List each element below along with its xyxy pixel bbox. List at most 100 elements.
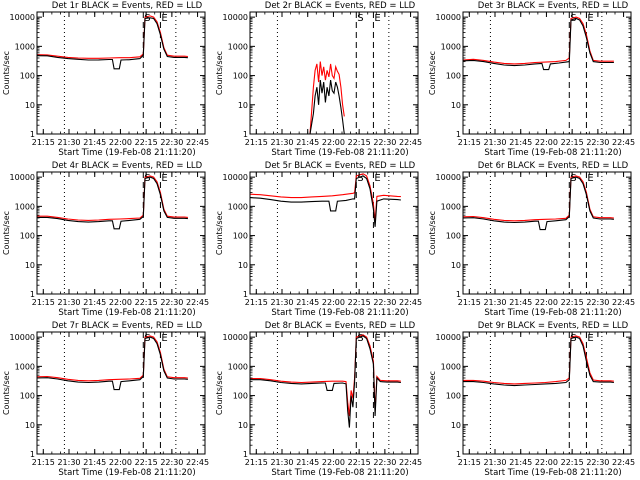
- panel-title: Det 8r BLACK = Events, RED = LLD: [265, 321, 416, 331]
- y-tick-label: 1000: [441, 202, 461, 211]
- x-tick-label: 22:45: [612, 138, 635, 147]
- y-tick-label: 1: [243, 450, 248, 459]
- y-tick-label: 100: [20, 232, 35, 241]
- x-tick-label: 21:45: [296, 298, 319, 307]
- x-axis-label: Start Time (19-Feb-08 21:11:20): [484, 468, 621, 478]
- y-tick-label: 10000: [436, 13, 461, 22]
- x-tick-label: 22:45: [612, 298, 635, 307]
- x-axis-label: Start Time (19-Feb-08 21:11:20): [484, 308, 621, 318]
- y-tick-label: 100: [446, 232, 461, 241]
- y-tick-label: 1000: [228, 362, 248, 371]
- series-line-lld: [37, 175, 188, 221]
- x-tick-label: 21:30: [57, 458, 80, 467]
- x-tick-label: 22:00: [322, 138, 345, 147]
- x-tick-label: 22:30: [373, 458, 396, 467]
- series-line-events: [37, 17, 188, 70]
- marker-label-e: E: [374, 173, 380, 184]
- y-tick-label: 10: [451, 261, 461, 270]
- y-tick-label: 1: [243, 290, 248, 299]
- detector-panel: Det 3r BLACK = Events, RED = LLD S E 1 10 100…: [428, 1, 635, 158]
- panel-title: Det 6r BLACK = Events, RED = LLD: [478, 161, 629, 171]
- y-tick-label: 100: [20, 72, 35, 81]
- x-tick-label: 21:30: [483, 138, 506, 147]
- y-tick-label: 10000: [223, 333, 248, 342]
- y-tick-label: 10000: [223, 13, 248, 22]
- detector-panel: Det 6r BLACK = Events, RED = LLD S E 1 10 100…: [428, 161, 635, 318]
- marker-label-e: E: [161, 13, 167, 24]
- y-tick-label: 1: [30, 450, 35, 459]
- marker-label-s: S: [144, 333, 150, 344]
- x-tick-label: 22:15: [135, 458, 158, 467]
- x-tick-label: 21:15: [32, 298, 55, 307]
- x-tick-label: 21:30: [483, 458, 506, 467]
- y-tick-label: 10: [25, 421, 35, 430]
- y-tick-label: 100: [233, 392, 248, 401]
- x-tick-label: 22:15: [348, 458, 371, 467]
- series-line-events: [309, 80, 345, 134]
- plot-frame: [249, 331, 419, 455]
- x-tick-label: 22:45: [612, 458, 635, 467]
- x-tick-label: 22:15: [135, 298, 158, 307]
- x-tick-label: 22:15: [561, 298, 584, 307]
- series-line-lld: [37, 15, 188, 59]
- series-line-lld: [463, 175, 614, 222]
- x-tick-label: 21:15: [245, 298, 268, 307]
- y-tick-label: 1: [456, 290, 461, 299]
- x-tick-label: 22:30: [160, 138, 183, 147]
- x-tick-label: 21:15: [245, 458, 268, 467]
- plot-frame: [36, 171, 206, 295]
- x-tick-label: 22:45: [186, 298, 209, 307]
- y-tick-label: 10: [25, 101, 35, 110]
- marker-label-s: S: [144, 173, 150, 184]
- panel-title: Det 2r BLACK = Events, RED = LLD: [265, 1, 416, 11]
- y-tick-label: 10: [238, 421, 248, 430]
- x-tick-label: 22:45: [399, 138, 422, 147]
- x-tick-label: 22:30: [160, 298, 183, 307]
- x-tick-label: 22:30: [373, 298, 396, 307]
- x-tick-label: 21:15: [458, 458, 481, 467]
- x-tick-label: 22:15: [135, 138, 158, 147]
- panel-title: Det 5r BLACK = Events, RED = LLD: [265, 161, 416, 171]
- x-tick-label: 22:00: [109, 298, 132, 307]
- series-line-lld: [37, 335, 188, 382]
- plot-frame: [462, 171, 632, 295]
- y-tick-label: 1000: [15, 362, 35, 371]
- x-tick-label: 21:15: [458, 298, 481, 307]
- y-tick-label: 100: [446, 72, 461, 81]
- detector-panel: Det 8r BLACK = Events, RED = LLD S E 1 10 100…: [215, 321, 422, 478]
- x-tick-label: 22:00: [535, 298, 558, 307]
- detector-panel: Det 4r BLACK = Events, RED = LLD S E 1 10 100…: [2, 161, 209, 318]
- x-tick-label: 22:30: [160, 458, 183, 467]
- y-tick-label: 1000: [228, 42, 248, 51]
- y-axis-label: Counts/sec: [215, 51, 224, 95]
- x-tick-label: 21:15: [458, 138, 481, 147]
- x-tick-label: 22:15: [348, 138, 371, 147]
- y-tick-label: 100: [20, 392, 35, 401]
- y-tick-label: 10000: [10, 13, 35, 22]
- y-tick-label: 10000: [436, 333, 461, 342]
- x-tick-label: 21:30: [270, 458, 293, 467]
- x-tick-label: 22:30: [586, 458, 609, 467]
- y-axis-label: Counts/sec: [2, 371, 11, 415]
- y-axis-label: Counts/sec: [215, 371, 224, 415]
- marker-label-e: E: [587, 173, 593, 184]
- detector-panel: Det 9r BLACK = Events, RED = LLD S E 1 10 100…: [428, 321, 635, 478]
- x-tick-label: 22:45: [186, 458, 209, 467]
- marker-label-s: S: [570, 333, 576, 344]
- x-tick-label: 21:45: [509, 298, 532, 307]
- y-tick-label: 10000: [10, 333, 35, 342]
- series-line-events: [463, 17, 614, 71]
- plot-frame: [36, 331, 206, 455]
- x-tick-label: 22:30: [373, 138, 396, 147]
- series-line-events: [463, 176, 614, 231]
- plot-frame: [462, 331, 632, 455]
- x-tick-label: 21:45: [296, 138, 319, 147]
- y-axis-label: Counts/sec: [2, 211, 11, 255]
- y-tick-label: 10: [451, 421, 461, 430]
- detector-panel: Det 2r BLACK = Events, RED = LLD S E 1 10 100…: [215, 1, 422, 158]
- y-tick-label: 1000: [441, 42, 461, 51]
- x-tick-label: 22:30: [586, 138, 609, 147]
- plot-frame: [249, 11, 419, 135]
